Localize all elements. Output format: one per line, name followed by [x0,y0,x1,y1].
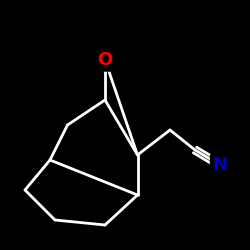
Text: O: O [98,51,112,69]
Text: N: N [212,156,228,174]
